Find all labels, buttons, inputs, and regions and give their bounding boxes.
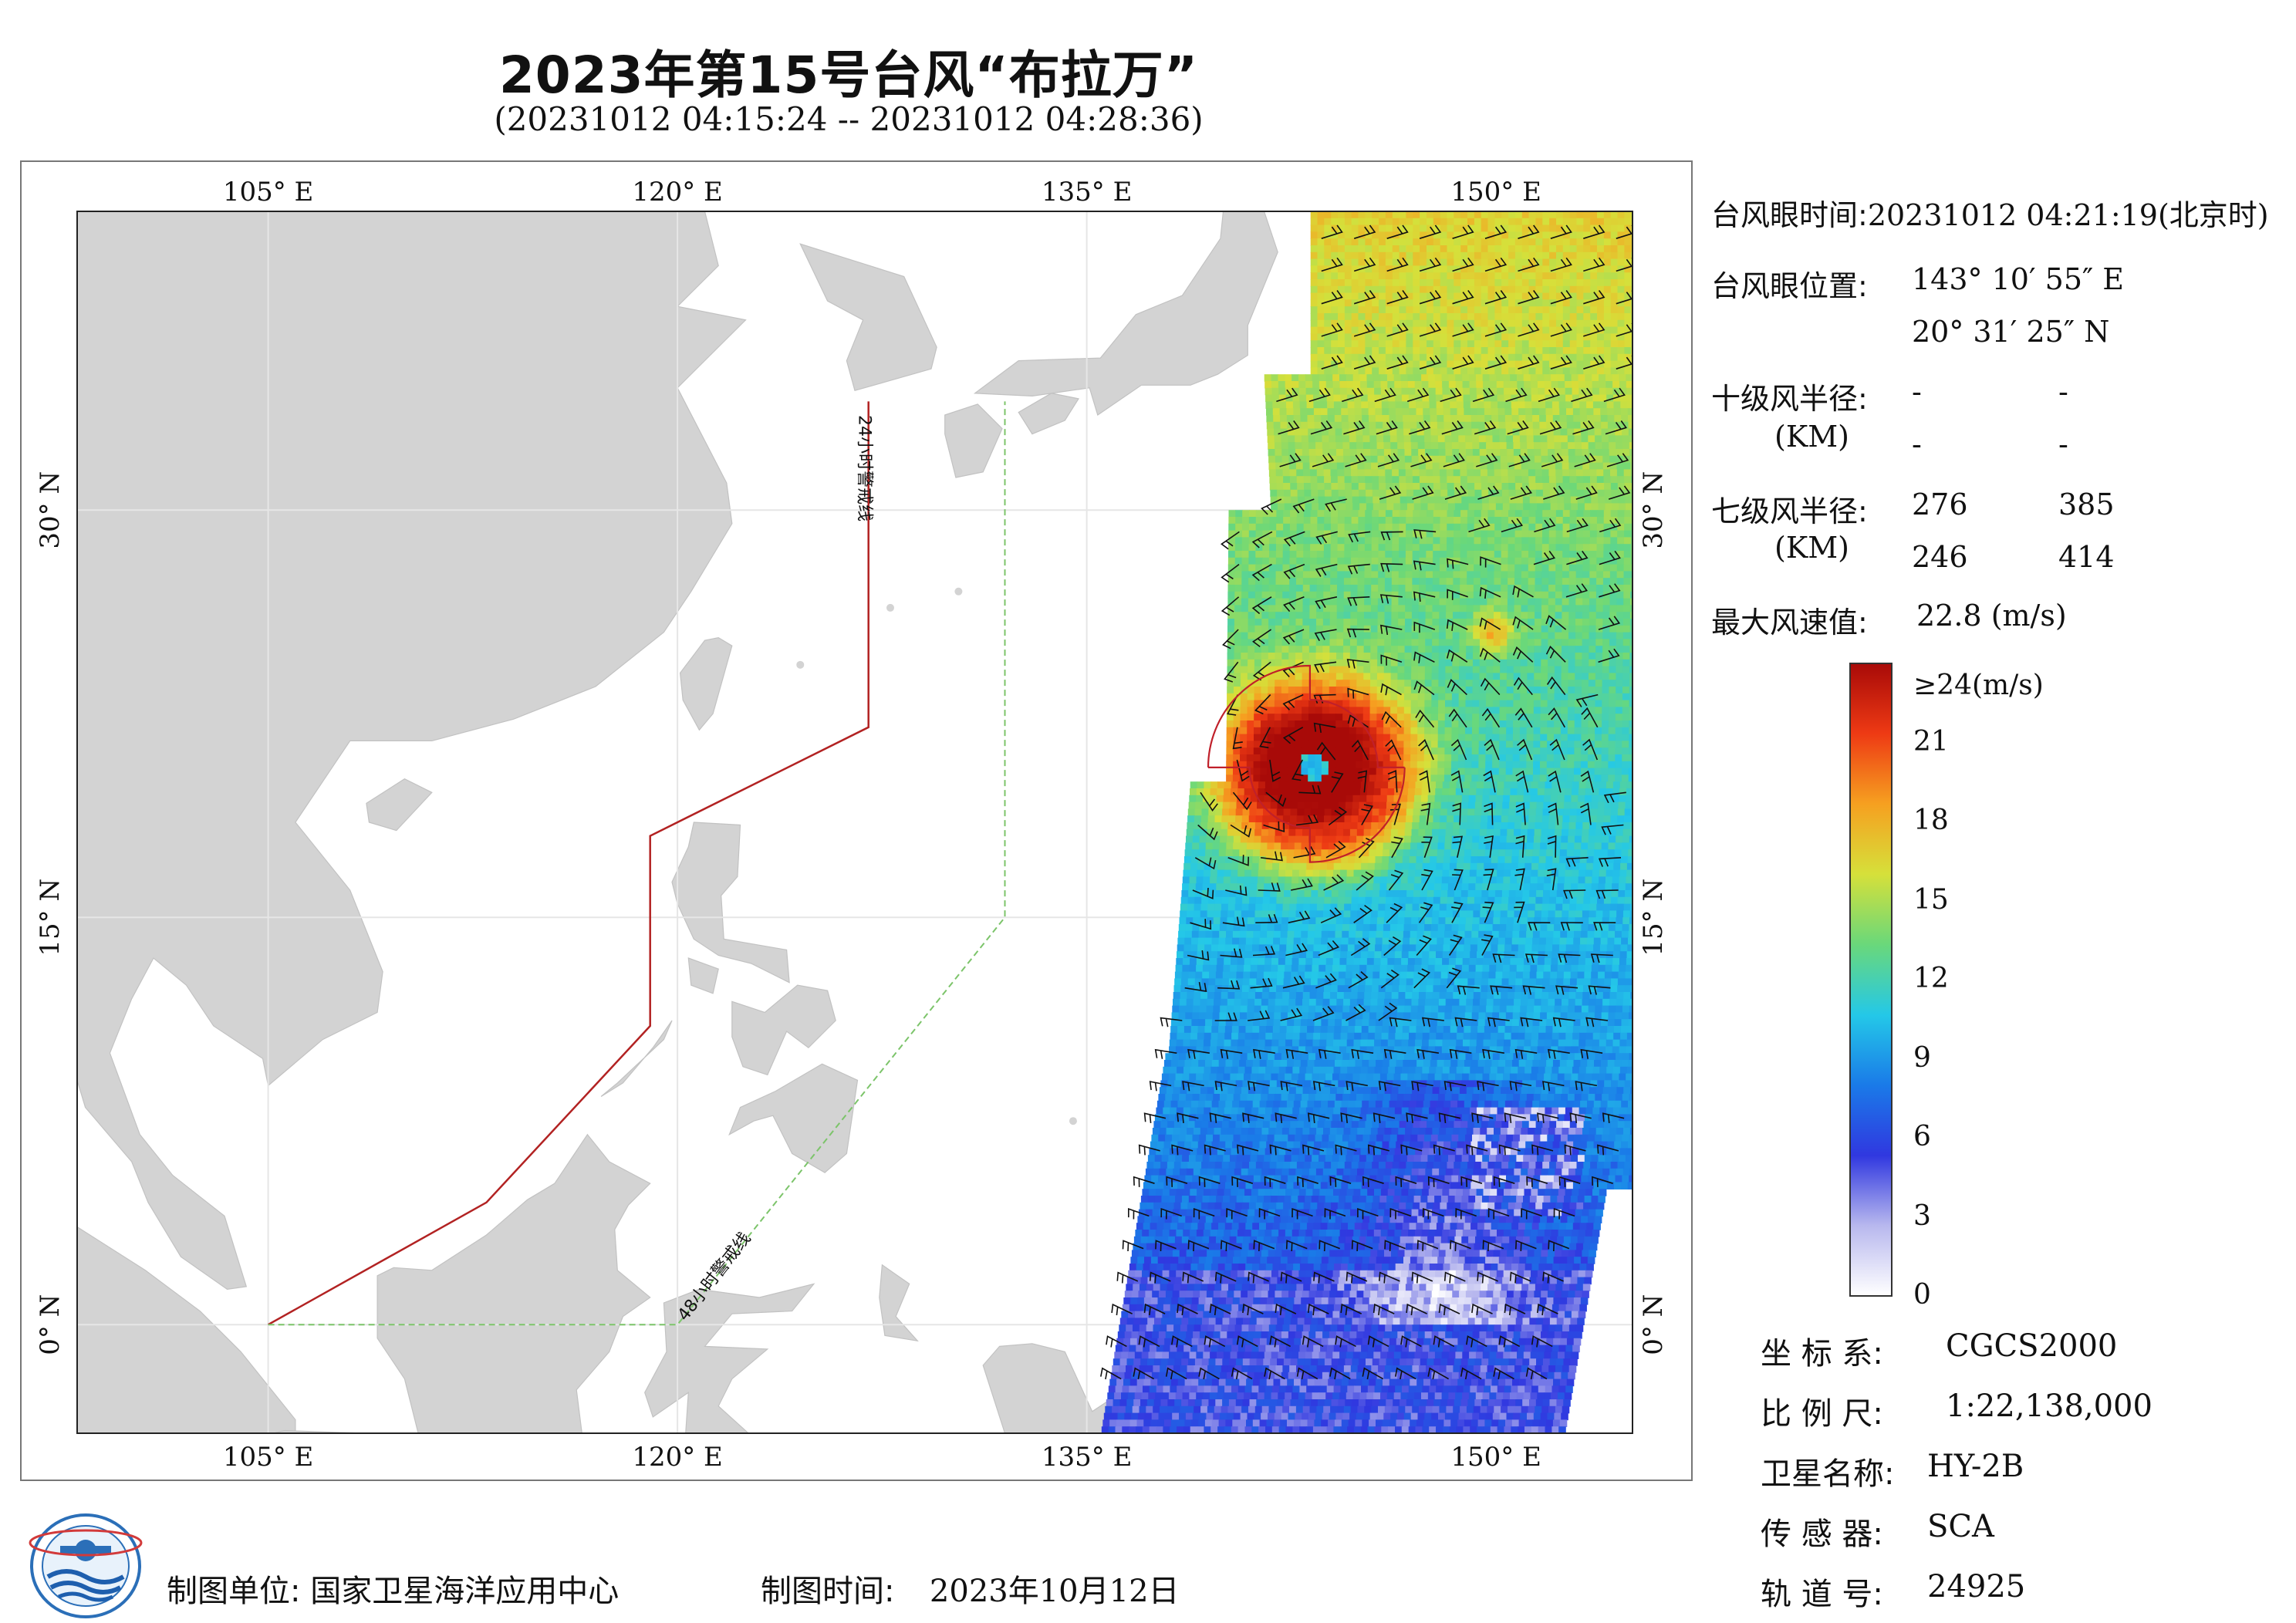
nsoas-logo xyxy=(29,1513,143,1618)
eye-time-label: 台风眼时间: xyxy=(1711,198,1868,232)
wind-speed-colorbar xyxy=(1849,663,1893,1297)
island xyxy=(796,660,805,669)
colorbar-tick: 15 xyxy=(1913,883,1949,916)
warning-line-24h xyxy=(267,401,869,1326)
scale-label: 比 例 尺: xyxy=(1761,1396,1883,1432)
crs-label: 坐 标 系: xyxy=(1761,1336,1883,1372)
r10-label: 十级风半径: xyxy=(1711,382,1868,416)
axis-ticks: 105° E 105° E 120° E 120° E 135° E 135° E 150°… xyxy=(35,177,1669,1473)
lon-tick-bottom: 120° E xyxy=(632,1442,723,1473)
colorbar-top-label: ≥24(m/s) xyxy=(1913,670,2044,701)
wind-swath xyxy=(1101,211,1633,1433)
satellite-label: 卫星名称: xyxy=(1761,1456,1895,1492)
lat-tick-left: 0° N xyxy=(35,1294,66,1355)
island xyxy=(886,603,894,612)
colorbar-tick: 12 xyxy=(1913,963,1949,994)
eye-time-value: 20231012 04:21:19(北京时) xyxy=(1867,198,2269,232)
land-halmahera xyxy=(879,1264,919,1342)
lat-tick-right: 30° N xyxy=(1638,471,1669,549)
eye-longitude: 143° 10′ 55″ E xyxy=(1912,262,2125,296)
eye-latitude: 20° 31′ 25″ N xyxy=(1912,315,2110,349)
land-hainan xyxy=(366,778,433,832)
warning-line-48h xyxy=(268,401,1006,1326)
max-wind-row: 最大风速值: xyxy=(1711,599,1868,641)
lon-tick-top: 150° E xyxy=(1450,177,1541,208)
footer-date-value: 2023年10月12日 xyxy=(929,1574,1180,1609)
land-shikoku xyxy=(1018,393,1079,435)
land-luzon xyxy=(671,822,790,984)
scale-value: 1:22,138,000 xyxy=(1946,1388,2152,1424)
colorbar-tick: 0 xyxy=(1913,1279,1931,1311)
lat-tick-left: 30° N xyxy=(35,471,66,549)
r10-value-se: - xyxy=(2058,375,2068,409)
land-palawan xyxy=(600,1020,673,1098)
lon-tick-bottom: 150° E xyxy=(1450,1442,1541,1473)
time-range-subtitle: (20231012 04:15:24 -- 20231012 04:28:36) xyxy=(494,100,1204,138)
land-mainland-asia xyxy=(77,211,747,1291)
max-wind-value: 22.8 (m/s) xyxy=(1916,599,2067,633)
eye-time-row: 台风眼时间:20231012 04:21:19(北京时) xyxy=(1711,191,2269,234)
land-mindoro xyxy=(687,957,719,994)
colorbar-tick: 21 xyxy=(1913,725,1949,758)
land-honshu xyxy=(973,211,1278,416)
orbit-value: 24925 xyxy=(1927,1569,2026,1604)
land-sulawesi xyxy=(644,1283,815,1433)
satellite-value: HY-2B xyxy=(1927,1449,2024,1484)
colorbar-tick: 3 xyxy=(1913,1200,1931,1232)
lon-tick-bottom: 105° E xyxy=(223,1442,314,1473)
land-layer xyxy=(77,211,1549,1433)
colorbar-tick: 6 xyxy=(1913,1121,1931,1152)
r7-value-se: 385 xyxy=(2058,488,2115,521)
land-kyushu xyxy=(944,403,1003,478)
land-visayas xyxy=(731,984,836,1076)
footer-org-value: 国家卫星海洋应用中心 xyxy=(310,1574,620,1609)
r7-value-nw: 414 xyxy=(2058,540,2115,574)
lat-tick-left: 15° N xyxy=(35,879,66,957)
lat-tick-right: 15° N xyxy=(1638,879,1669,957)
footer-date-label: 制图时间: xyxy=(761,1574,895,1609)
r7-unit: (KM) xyxy=(1774,531,1849,565)
max-wind-label: 最大风速值: xyxy=(1711,606,1868,639)
r7-radius-outline xyxy=(1207,664,1406,863)
lon-tick-bottom: 135° E xyxy=(1042,1442,1133,1473)
r7-value-sw: 246 xyxy=(1912,540,1968,574)
lat-tick-right: 0° N xyxy=(1638,1294,1669,1355)
wind-barbs xyxy=(1100,224,1633,1380)
plot-border xyxy=(76,211,1633,1434)
warning-24h-label: 24小时警戒线 xyxy=(855,415,874,521)
footer-org: 制图单位: 国家卫星海洋应用中心 xyxy=(167,1566,619,1611)
lon-tick-top: 135° E xyxy=(1042,177,1133,208)
r10-unit: (KM) xyxy=(1774,420,1849,454)
land-taiwan xyxy=(679,636,733,731)
island xyxy=(954,587,963,596)
land-hokkaido xyxy=(1222,211,1265,212)
sensor-label: 传 感 器: xyxy=(1761,1517,1883,1552)
wind-radius-circles xyxy=(1207,664,1406,863)
r7-label: 七级风半径: xyxy=(1711,494,1868,528)
footer-org-label: 制图单位: xyxy=(167,1574,301,1609)
land-borneo xyxy=(376,1133,651,1433)
orbit-label: 轨 道 号: xyxy=(1761,1577,1883,1612)
sensor-value: SCA xyxy=(1927,1509,1994,1544)
footer-date: 制图时间: 2023年10月12日 xyxy=(761,1566,1180,1611)
crs-value: CGCS2000 xyxy=(1946,1328,2118,1364)
island xyxy=(1069,1117,1077,1125)
colorbar-tick: 9 xyxy=(1913,1041,1931,1074)
land-mindanao xyxy=(728,1063,859,1173)
eye-position-label: 台风眼位置: xyxy=(1711,269,1868,303)
r7-value-ne: 276 xyxy=(1912,488,1968,521)
r10-value-sw: - xyxy=(1912,427,1922,461)
map-title: 2023年第15号台风“布拉万” xyxy=(498,46,1199,105)
land-korea xyxy=(799,243,937,392)
r10-value-ne: - xyxy=(1912,375,1922,409)
r10-value-nw: - xyxy=(2058,427,2068,461)
lon-tick-top: 120° E xyxy=(632,177,723,208)
eye-position-row: 台风眼位置: xyxy=(1711,262,1868,305)
colorbar-tick: 18 xyxy=(1913,805,1949,836)
lon-tick-top: 105° E xyxy=(223,177,314,208)
